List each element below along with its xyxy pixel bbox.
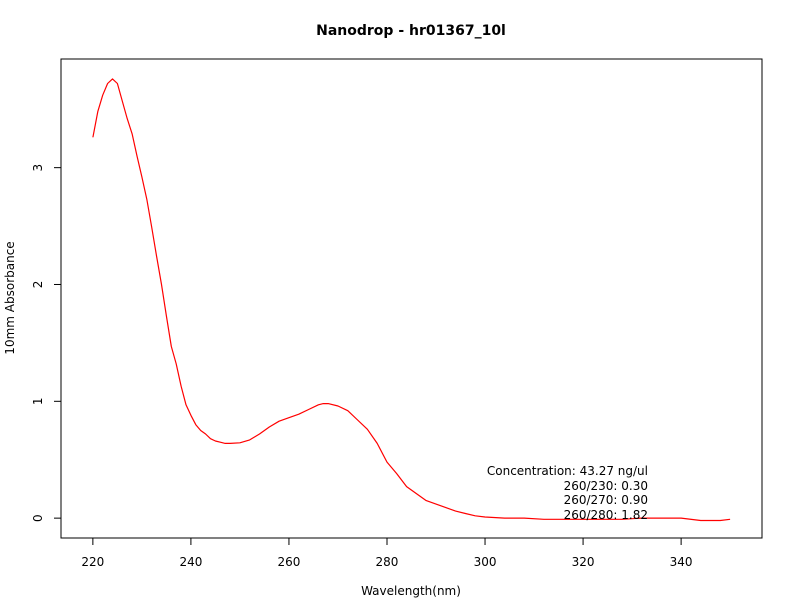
y-tick-label: 2: [31, 281, 45, 289]
sample-stats-annotation: Concentration: 43.27 ng/ul 260/230: 0.30…: [487, 464, 648, 522]
chart-title: Nanodrop - hr01367_10l: [316, 23, 506, 39]
x-tick-label: 240: [179, 555, 202, 569]
y-tick-label: 3: [31, 164, 45, 172]
x-tick-label: 260: [277, 555, 300, 569]
x-tick-label: 280: [376, 555, 399, 569]
x-tick-label: 320: [572, 555, 595, 569]
plot-frame: [60, 58, 763, 539]
y-tick-label: 1: [31, 397, 45, 405]
x-tick-label: 340: [670, 555, 693, 569]
x-axis-label: Wavelength(nm): [361, 584, 461, 598]
x-tick-label: 220: [81, 555, 104, 569]
y-axis-label: 10mm Absorbance: [3, 241, 17, 354]
ratio-260-280-annotation: 260/280: 1.82: [564, 508, 648, 522]
y-axis: 0 1 2 3: [31, 164, 62, 522]
ratio-260-230-annotation: 260/230: 0.30: [564, 479, 648, 493]
absorbance-series-line: [92, 78, 731, 522]
concentration-annotation: Concentration: 43.27 ng/ul: [487, 464, 648, 478]
x-tick-label: 300: [474, 555, 497, 569]
ratio-260-270-annotation: 260/270: 0.90: [564, 493, 648, 507]
x-axis: 220 240 260 280 300 320 340: [81, 537, 693, 569]
y-tick-label: 0: [31, 514, 45, 522]
